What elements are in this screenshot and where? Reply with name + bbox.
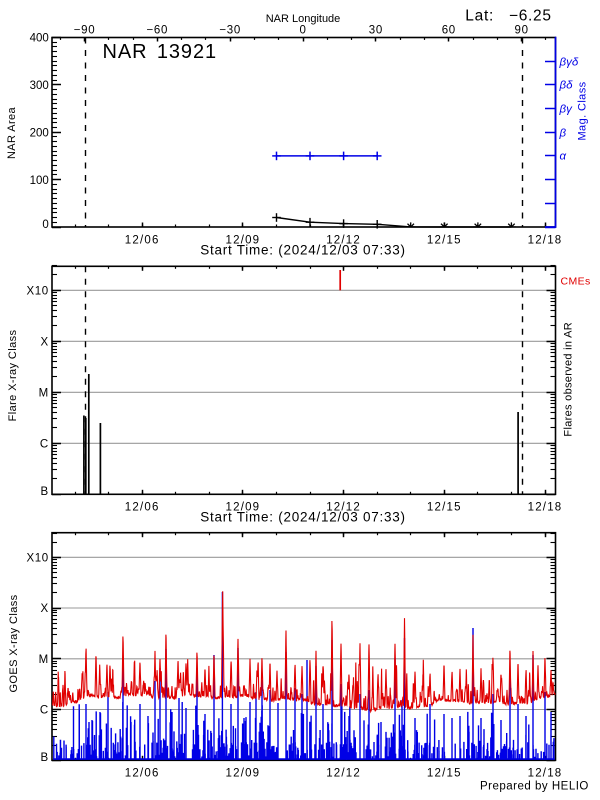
svg-text:NAR Area: NAR Area xyxy=(6,106,18,159)
svg-text:−30: −30 xyxy=(219,25,241,37)
svg-text:X10: X10 xyxy=(27,285,49,297)
svg-text:NAR Longitude: NAR Longitude xyxy=(266,13,341,25)
svg-text:12/18: 12/18 xyxy=(528,235,563,247)
svg-text:12/15: 12/15 xyxy=(427,502,462,514)
svg-text:100: 100 xyxy=(30,175,49,187)
svg-text:M: M xyxy=(39,654,49,666)
svg-text:−60: −60 xyxy=(146,25,168,37)
svg-text:90: 90 xyxy=(514,25,528,37)
svg-text:B: B xyxy=(41,486,49,498)
svg-text:12/09: 12/09 xyxy=(226,235,261,247)
svg-text:12/15: 12/15 xyxy=(427,235,462,247)
svg-text:βγδ: βγδ xyxy=(559,57,579,69)
svg-text:0: 0 xyxy=(42,219,48,231)
svg-text:12/15: 12/15 xyxy=(427,768,462,780)
svg-text:12/09: 12/09 xyxy=(226,502,261,514)
svg-text:NAR 13921: NAR 13921 xyxy=(103,41,218,63)
svg-text:12/12: 12/12 xyxy=(326,502,361,514)
svg-text:β: β xyxy=(559,128,567,140)
svg-text:βδ: βδ xyxy=(559,80,574,92)
svg-text:400: 400 xyxy=(30,33,49,45)
svg-text:GOES X-ray Class: GOES X-ray Class xyxy=(8,594,20,692)
svg-text:X10: X10 xyxy=(27,552,49,564)
svg-text:Flares observed in AR: Flares observed in AR xyxy=(563,322,575,437)
svg-text:CMEs: CMEs xyxy=(561,276,591,288)
svg-text:α: α xyxy=(560,151,567,163)
svg-text:Flare X-ray Class: Flare X-ray Class xyxy=(7,330,19,422)
svg-text:B: B xyxy=(41,752,49,764)
svg-text:M: M xyxy=(39,387,49,399)
svg-text:Start Time: (2024/12/03 07:33): Start Time: (2024/12/03 07:33) xyxy=(200,243,406,258)
svg-text:Start Time: (2024/12/03 07:33): Start Time: (2024/12/03 07:33) xyxy=(200,510,406,525)
svg-text:C: C xyxy=(40,705,49,717)
svg-text:12/06: 12/06 xyxy=(125,235,160,247)
svg-text:30: 30 xyxy=(369,25,383,37)
svg-text:C: C xyxy=(40,438,49,450)
svg-text:12/18: 12/18 xyxy=(528,502,563,514)
svg-text:Prepared by HELIO: Prepared by HELIO xyxy=(480,781,589,793)
svg-text:12/12: 12/12 xyxy=(326,235,361,247)
svg-text:12/06: 12/06 xyxy=(125,768,160,780)
svg-text:0: 0 xyxy=(300,25,307,37)
svg-text:X: X xyxy=(41,603,49,615)
svg-text:Lat: −6.25: Lat: −6.25 xyxy=(465,7,551,24)
svg-text:X: X xyxy=(41,336,49,348)
svg-text:12/18: 12/18 xyxy=(528,768,563,780)
svg-text:12/09: 12/09 xyxy=(226,768,261,780)
svg-text:Mag. Class: Mag. Class xyxy=(577,81,589,140)
svg-text:βγ: βγ xyxy=(559,104,574,116)
svg-text:12/06: 12/06 xyxy=(125,502,160,514)
svg-text:12/12: 12/12 xyxy=(326,768,361,780)
svg-text:300: 300 xyxy=(30,80,49,92)
svg-text:60: 60 xyxy=(442,25,456,37)
svg-text:200: 200 xyxy=(30,127,49,139)
svg-text:−90: −90 xyxy=(74,25,96,37)
